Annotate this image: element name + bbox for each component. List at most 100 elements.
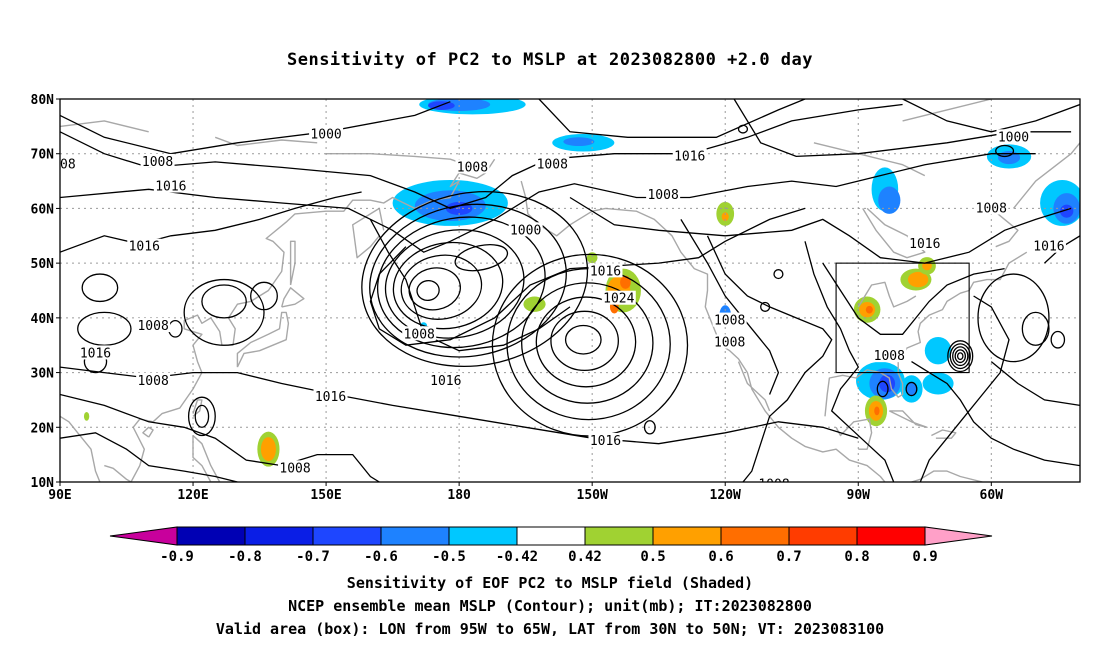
- caption-shaded: Sensitivity of EOF PC2 to MSLP field (Sh…: [346, 574, 754, 592]
- mslp-contour: [384, 229, 525, 339]
- lon-label: 60W: [980, 488, 1004, 503]
- lat-label: 40N: [31, 312, 55, 327]
- gridlines: [60, 99, 1080, 482]
- contour-label: 1008: [758, 478, 789, 493]
- shading-blob: [260, 437, 276, 462]
- mslp-contour: [60, 103, 903, 210]
- contour-label-bg: [588, 263, 623, 278]
- colorbar-label: 0.42: [568, 549, 602, 565]
- colorbar-segment: [788, 526, 858, 546]
- coastline: [192, 399, 203, 417]
- colorbar-segment: [720, 526, 790, 546]
- mslp-contour: [876, 380, 889, 398]
- colorbar-label: 0.7: [776, 549, 801, 565]
- contour-label: 1008: [404, 327, 435, 342]
- colorbar-label: -0.9: [160, 549, 194, 565]
- colorbar: -0.9 -0.8 -0.7 -0.6 -0.5 -0.42 0.42 0.5 0.6 0.7 0.…: [109, 526, 993, 565]
- mslp-contour: [949, 343, 971, 370]
- lat-label: 10N: [31, 476, 55, 491]
- mslp-contour: [168, 319, 183, 338]
- mslp-contour: [400, 254, 483, 320]
- contour-label-bg: [136, 372, 171, 387]
- colorbar-label: 0.6: [708, 549, 733, 565]
- colorbar-label: -0.6: [364, 549, 398, 565]
- mslp-contour: [1050, 330, 1066, 349]
- coastline: [813, 142, 926, 177]
- lat-label: 60N: [31, 202, 55, 217]
- coastline: [130, 158, 496, 482]
- valid-area-box: [835, 262, 970, 374]
- contour-label-bg: [136, 318, 171, 333]
- contour-label: 1008: [279, 461, 310, 476]
- mslp-contour: [990, 361, 1080, 407]
- caption-contour: NCEP ensemble mean MSLP (Contour); unit(…: [288, 597, 812, 615]
- contour-label-bg: [974, 200, 1009, 215]
- coastline: [352, 207, 385, 259]
- lon-label: 120W: [710, 488, 741, 503]
- colorbar-label: -0.8: [228, 549, 262, 565]
- coastline: [1012, 142, 1080, 209]
- shading-blob: [83, 411, 90, 421]
- contour-label-bg: [140, 153, 175, 168]
- shading-blob: [620, 275, 631, 289]
- contour-label: 1008: [714, 314, 745, 329]
- mslp-contour: [201, 284, 247, 319]
- lat-label: 20N: [31, 421, 55, 436]
- contour-label: 1024: [603, 292, 634, 307]
- mslp-contour: [416, 279, 440, 302]
- mslp-contour: [905, 381, 918, 397]
- caption-valid-area: Valid area (box): LON from 95W to 65W, L…: [215, 620, 885, 638]
- colorbar-segment: [312, 526, 382, 546]
- colorbar-segment: [516, 526, 586, 546]
- contour-label: 1016: [590, 264, 621, 279]
- contour-label: 1008: [976, 201, 1007, 216]
- contour-label: 1008: [647, 188, 678, 203]
- coastline: [214, 136, 318, 147]
- lat-label: 30N: [31, 367, 55, 382]
- colorbar-label: 0.9: [912, 549, 937, 565]
- contour-label: 1008: [142, 155, 173, 170]
- mslp-contour: [521, 282, 654, 404]
- contour-label: 1016: [1033, 240, 1064, 255]
- coastline: [142, 426, 154, 438]
- contour-label-bg: [712, 334, 747, 349]
- contour-label-bg: [588, 432, 623, 447]
- lon-label: 120E: [177, 488, 208, 503]
- shading-blob: [922, 372, 954, 395]
- mslp-contour: [911, 361, 1080, 467]
- shading-blob: [997, 150, 1021, 165]
- coastline: [104, 464, 132, 482]
- contour-label: 1008: [457, 160, 488, 175]
- colorbar-label: 0.8: [844, 549, 869, 565]
- mslp-contour: [81, 273, 119, 303]
- lon-label: 150W: [577, 488, 608, 503]
- coastline: [520, 180, 886, 482]
- mslp-contour: [902, 99, 1080, 133]
- mslp-contour: [60, 101, 451, 155]
- mslp-contour: [919, 295, 1010, 482]
- coastline: [888, 410, 928, 428]
- lon-label: 90E: [48, 488, 71, 503]
- contour-label: 1008: [137, 319, 168, 334]
- mslp-contour: [954, 349, 967, 364]
- mslp-contour: [538, 99, 806, 138]
- lat-label: 80N: [31, 93, 55, 108]
- lon-label: 150E: [310, 488, 341, 503]
- contour-label: 1016: [909, 237, 940, 252]
- mslp-contour: [680, 219, 780, 395]
- mslp-contour: [183, 278, 265, 346]
- mslp-contour: [194, 404, 210, 428]
- contour-label: 1016: [155, 180, 186, 195]
- mslp-contour: [60, 432, 238, 482]
- coastline: [192, 434, 221, 482]
- lat-label: 70N: [31, 148, 55, 163]
- mslp-contour: [550, 310, 619, 372]
- coastline: [60, 120, 149, 133]
- colorbar-label: 0.5: [640, 549, 665, 565]
- contour-label: 1016: [129, 240, 160, 255]
- mslp-contour: [804, 241, 895, 482]
- mslp-contour: [1021, 311, 1050, 346]
- contour-label-bg: [428, 372, 463, 387]
- shading-blob: [563, 137, 595, 147]
